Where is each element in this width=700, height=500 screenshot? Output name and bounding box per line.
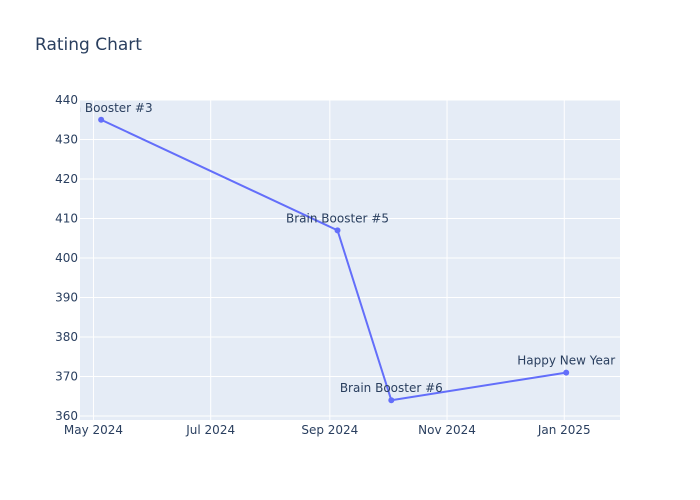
x-tick-label: Sep 2024 bbox=[301, 423, 358, 437]
chart-title: Rating Chart bbox=[35, 35, 142, 55]
y-tick-label: 380 bbox=[55, 330, 78, 344]
data-point bbox=[98, 116, 105, 123]
data-point-label: Happy New Year bbox=[517, 354, 615, 368]
x-tick-label: May 2024 bbox=[64, 423, 123, 437]
point-labels: Brain Booster #3 Brain Booster #5 Brain Bo… bbox=[50, 101, 615, 395]
plot-area bbox=[80, 100, 620, 420]
y-tick-label: 360 bbox=[55, 409, 78, 423]
x-tick-label: Nov 2024 bbox=[418, 423, 476, 437]
series-line bbox=[100, 118, 567, 402]
data-point bbox=[334, 227, 341, 234]
y-tick-label: 400 bbox=[55, 251, 78, 265]
y-tick-label: 410 bbox=[55, 212, 78, 226]
data-point bbox=[388, 397, 395, 404]
y-tick-label: 420 bbox=[55, 172, 78, 186]
y-tick-label: 430 bbox=[55, 133, 78, 147]
y-tick-label: 440 bbox=[55, 93, 78, 107]
x-tick-label: Jul 2024 bbox=[185, 423, 235, 437]
y-tick-label: 370 bbox=[55, 370, 78, 384]
y-tick-label: 390 bbox=[55, 291, 78, 305]
series-layer bbox=[98, 116, 570, 404]
axes: 360 370 380 390 400 410 420 430 440 May 2024 Jul 2… bbox=[55, 93, 591, 437]
data-point-label: Brain Booster #5 bbox=[286, 211, 389, 225]
data-point-label: Brain Booster #6 bbox=[340, 381, 443, 395]
data-point bbox=[563, 369, 570, 376]
data-point-label: Brain Booster #3 bbox=[50, 101, 153, 115]
x-tick-label: Jan 2025 bbox=[537, 423, 591, 437]
grid-lines bbox=[80, 99, 620, 420]
